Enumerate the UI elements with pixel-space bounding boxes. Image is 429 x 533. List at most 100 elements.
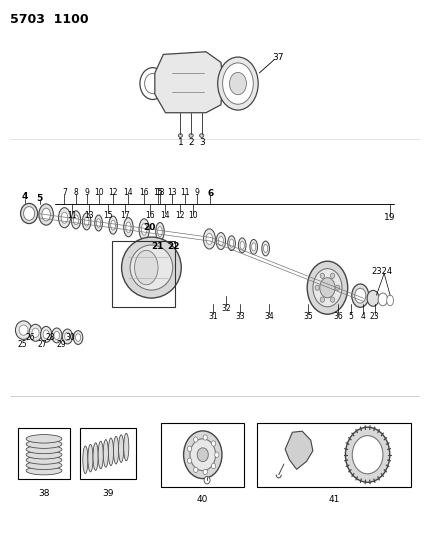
Ellipse shape xyxy=(51,328,62,343)
Ellipse shape xyxy=(19,325,28,335)
Bar xyxy=(257,423,411,487)
Ellipse shape xyxy=(121,237,181,298)
Circle shape xyxy=(211,463,216,469)
Ellipse shape xyxy=(43,330,49,339)
Text: 17: 17 xyxy=(120,211,130,220)
Polygon shape xyxy=(285,431,313,470)
Ellipse shape xyxy=(320,278,335,298)
Ellipse shape xyxy=(26,466,62,475)
Ellipse shape xyxy=(21,204,38,223)
Ellipse shape xyxy=(109,216,117,234)
Ellipse shape xyxy=(307,261,347,314)
Text: 15: 15 xyxy=(103,211,113,220)
Ellipse shape xyxy=(29,324,42,341)
Text: 41: 41 xyxy=(328,495,339,504)
Text: 39: 39 xyxy=(102,489,114,498)
Text: 27: 27 xyxy=(37,340,47,349)
Circle shape xyxy=(320,297,324,302)
Circle shape xyxy=(214,452,219,457)
Circle shape xyxy=(315,285,319,290)
Text: 36: 36 xyxy=(333,312,343,321)
Circle shape xyxy=(187,446,192,451)
Polygon shape xyxy=(155,52,223,113)
Ellipse shape xyxy=(251,243,256,251)
Ellipse shape xyxy=(145,74,161,94)
Ellipse shape xyxy=(240,241,244,249)
Ellipse shape xyxy=(140,68,166,100)
Ellipse shape xyxy=(228,236,236,251)
Ellipse shape xyxy=(156,222,164,240)
Ellipse shape xyxy=(83,446,88,473)
Ellipse shape xyxy=(26,434,62,443)
Ellipse shape xyxy=(62,329,73,344)
Ellipse shape xyxy=(352,284,369,308)
Text: 35: 35 xyxy=(303,312,313,321)
Circle shape xyxy=(330,297,335,302)
Text: 4: 4 xyxy=(21,192,28,201)
Ellipse shape xyxy=(250,239,257,254)
Text: 10: 10 xyxy=(94,188,103,197)
Circle shape xyxy=(211,441,216,446)
Ellipse shape xyxy=(24,207,35,220)
Ellipse shape xyxy=(65,333,70,341)
Text: 13: 13 xyxy=(167,188,177,197)
Ellipse shape xyxy=(263,245,268,253)
Text: 12: 12 xyxy=(108,188,118,197)
Text: 20: 20 xyxy=(143,223,155,232)
Text: 25: 25 xyxy=(17,340,27,349)
Text: 19: 19 xyxy=(384,213,396,222)
Ellipse shape xyxy=(39,204,53,225)
Text: 5: 5 xyxy=(348,312,353,321)
Text: 32: 32 xyxy=(222,304,231,313)
Text: 1: 1 xyxy=(178,139,183,148)
Ellipse shape xyxy=(142,223,147,235)
Ellipse shape xyxy=(61,212,68,223)
Ellipse shape xyxy=(124,433,129,461)
Bar xyxy=(80,428,136,479)
Text: 3: 3 xyxy=(199,139,205,148)
Ellipse shape xyxy=(26,461,62,470)
Text: 16: 16 xyxy=(145,211,154,220)
Circle shape xyxy=(320,273,324,278)
Ellipse shape xyxy=(130,245,173,290)
Ellipse shape xyxy=(58,208,70,228)
Ellipse shape xyxy=(124,217,133,237)
Text: 33: 33 xyxy=(235,312,245,321)
Text: 23: 23 xyxy=(370,312,380,321)
Text: 9: 9 xyxy=(84,188,89,197)
Ellipse shape xyxy=(95,215,103,231)
Ellipse shape xyxy=(216,232,226,249)
Circle shape xyxy=(335,285,340,290)
Text: 8: 8 xyxy=(74,188,79,197)
Text: 7: 7 xyxy=(62,188,67,197)
Bar xyxy=(161,423,245,487)
Ellipse shape xyxy=(230,239,234,247)
Text: 5: 5 xyxy=(36,194,43,203)
Text: 28: 28 xyxy=(45,333,55,342)
Circle shape xyxy=(204,477,210,484)
Ellipse shape xyxy=(32,328,39,337)
Text: 14: 14 xyxy=(124,188,133,197)
Circle shape xyxy=(184,431,222,479)
Text: 40: 40 xyxy=(197,495,208,504)
Circle shape xyxy=(190,439,215,471)
Circle shape xyxy=(330,273,335,278)
Ellipse shape xyxy=(178,134,182,138)
Text: 14: 14 xyxy=(160,211,170,220)
Text: 16: 16 xyxy=(139,188,149,197)
Bar xyxy=(18,428,69,479)
Text: 10: 10 xyxy=(188,211,198,220)
Text: 4: 4 xyxy=(360,312,365,321)
Text: 37: 37 xyxy=(273,53,284,62)
Text: 31: 31 xyxy=(208,312,218,321)
Ellipse shape xyxy=(206,233,213,245)
Circle shape xyxy=(203,470,207,474)
Ellipse shape xyxy=(88,445,93,472)
Ellipse shape xyxy=(54,332,60,340)
Text: 9: 9 xyxy=(194,188,199,197)
Ellipse shape xyxy=(355,288,366,303)
Bar xyxy=(112,241,175,308)
Ellipse shape xyxy=(313,269,342,307)
Text: 15: 15 xyxy=(154,188,163,197)
Ellipse shape xyxy=(135,251,158,285)
